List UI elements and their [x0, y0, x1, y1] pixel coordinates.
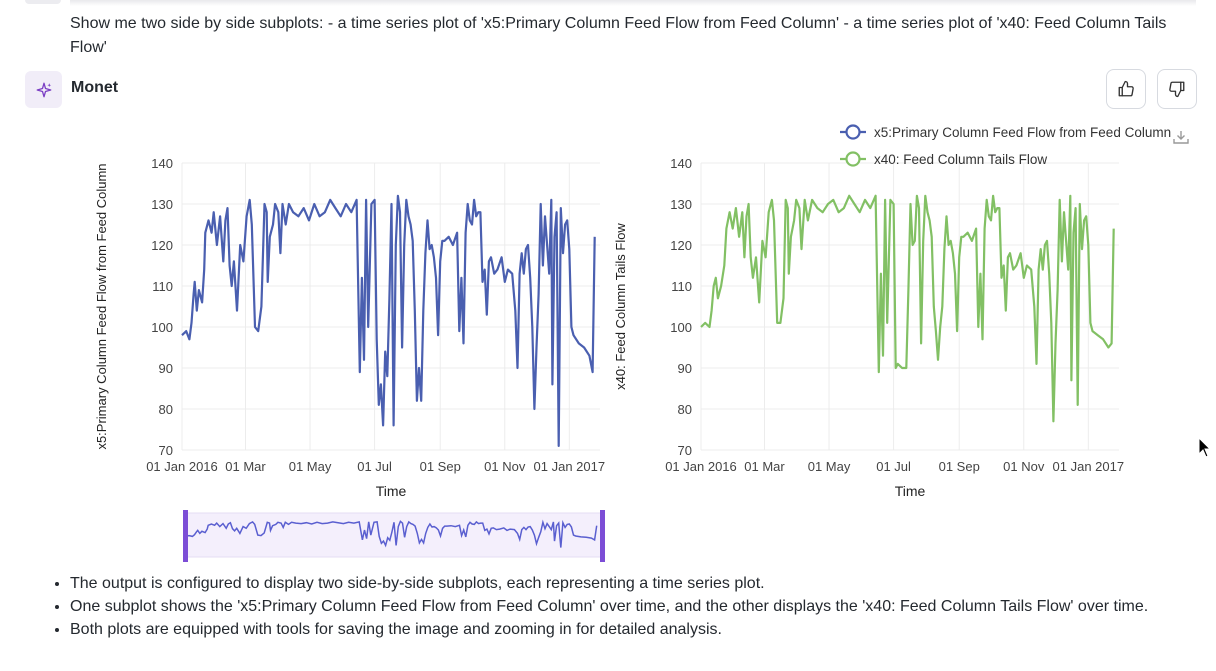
summary-item: The output is configured to display two …: [70, 572, 1210, 595]
x-tick-label: 01 Sep: [939, 459, 980, 474]
legend-marker: [845, 151, 861, 167]
download-icon-tray: [1173, 139, 1189, 144]
x-axis-title: Time: [376, 483, 407, 499]
x-tick-label: 01 Jan 2016: [665, 459, 737, 474]
y-tick-label: 100: [670, 320, 692, 335]
x-tick-label: 01 Sep: [420, 459, 461, 474]
y-tick-label: 140: [670, 156, 692, 171]
y-tick-label: 70: [159, 443, 173, 458]
x-tick-label: 01 Jan 2017: [534, 459, 606, 474]
range-slider-series: [184, 519, 598, 548]
dislike-button[interactable]: [1157, 69, 1197, 109]
x-axis-title: Time: [895, 483, 926, 499]
download-icon[interactable]: [1173, 131, 1189, 144]
y-tick-label: 130: [670, 197, 692, 212]
assistant-name: Monet: [71, 79, 119, 96]
user-message: Show me two side by side subplots: - a t…: [70, 15, 1167, 56]
y-axis-title: x40: Feed Column Tails Flow: [613, 223, 628, 390]
summary-item: Both plots are equipped with tools for s…: [70, 618, 1210, 641]
y-tick-label: 110: [671, 279, 692, 294]
x-tick-label: 01 May: [808, 459, 851, 474]
y-tick-label: 110: [152, 279, 173, 294]
previous-avatar-edge: [25, 0, 61, 4]
x-tick-label: 01 May: [289, 459, 332, 474]
subplots-figure: 70 80 90 100 110 120 130 140 01 Jan 2016 01 Mar 01…: [90, 115, 1200, 565]
x-tick-label: 01 Mar: [744, 459, 785, 474]
download-icon-arrow: [1177, 131, 1185, 140]
series-line-1: [181, 194, 596, 447]
x-tick-label: 01 Jul: [357, 459, 392, 474]
plot-canvas: 70 80 90 100 110 120 130 140 01 Jan 2016 01 Mar 01…: [94, 124, 1189, 562]
thumbs-down-icon: [1169, 81, 1185, 98]
mouse-cursor-icon: [1198, 437, 1212, 458]
assistant-avatar: [25, 71, 62, 108]
x-tick-label: 01 Nov: [484, 459, 526, 474]
legend-label: x40: Feed Column Tails Flow: [874, 152, 1047, 167]
x-tick-label: 01 Jan 2017: [1053, 459, 1125, 474]
like-button[interactable]: [1106, 69, 1146, 109]
x-tick-label: 01 Mar: [225, 459, 266, 474]
y-tick-label: 140: [151, 156, 173, 171]
y-tick-label: 90: [678, 361, 692, 376]
summary-item: One subplot shows the 'x5:Primary Column…: [70, 595, 1210, 618]
y-tick-label: 120: [151, 238, 173, 253]
previous-message-edge: [70, 0, 1196, 6]
y-tick-label: 80: [159, 402, 173, 417]
range-slider-left-handle[interactable]: [183, 510, 188, 562]
x-tick-label: 01 Jan 2016: [146, 459, 218, 474]
y-tick-label: 80: [678, 402, 692, 417]
legend-marker: [845, 124, 861, 140]
thumbs-up-icon: [1118, 80, 1134, 97]
y-tick-label: 70: [678, 443, 692, 458]
x-tick-label: 01 Jul: [876, 459, 911, 474]
legend-label: x5:Primary Column Feed Flow from Feed Co…: [874, 125, 1171, 140]
sparkle-icon: [36, 82, 51, 97]
x-tick-label: 01 Nov: [1003, 459, 1045, 474]
y-tick-label: 130: [151, 197, 173, 212]
y-tick-label: 120: [670, 238, 692, 253]
series-line-2: [700, 194, 1115, 423]
y-axis-title: x5:Primary Column Feed Flow from Feed Co…: [94, 163, 109, 449]
summary-list: The output is configured to display two …: [52, 572, 1210, 641]
range-slider-right-handle[interactable]: [600, 510, 605, 562]
y-tick-label: 100: [151, 320, 173, 335]
y-tick-label: 90: [159, 361, 173, 376]
